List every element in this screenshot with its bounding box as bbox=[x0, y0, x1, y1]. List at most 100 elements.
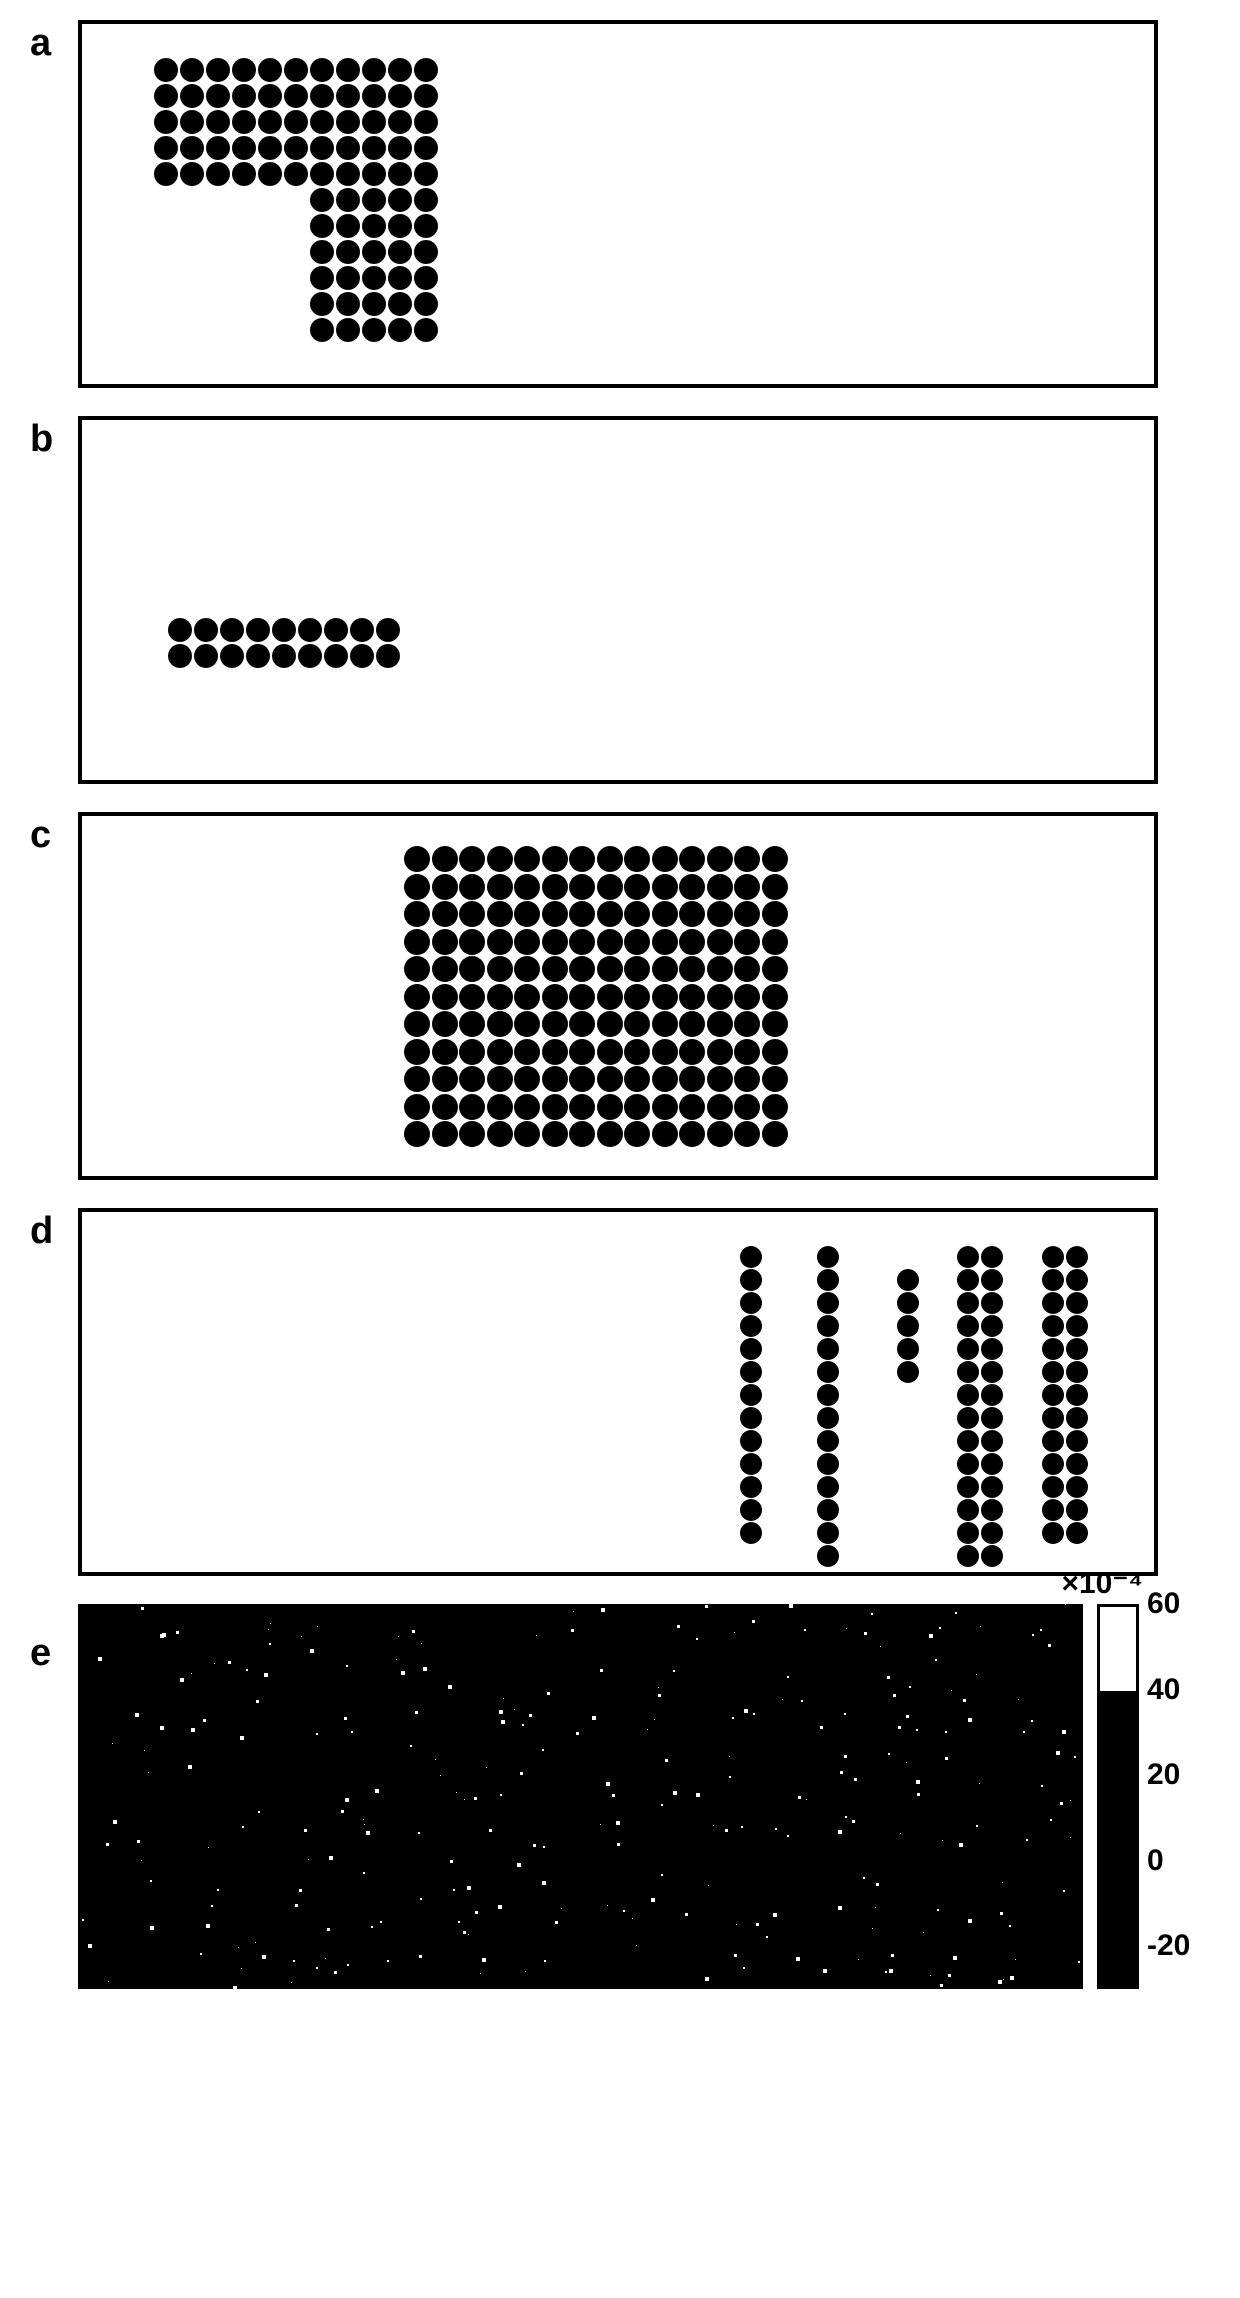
dot bbox=[414, 136, 438, 160]
dot bbox=[180, 136, 204, 160]
dot bbox=[514, 984, 540, 1010]
dot bbox=[897, 1361, 919, 1383]
heatmap-speck bbox=[453, 1889, 455, 1891]
heatmap-speck bbox=[900, 1833, 901, 1834]
dot bbox=[1066, 1361, 1088, 1383]
dot bbox=[206, 84, 230, 108]
dot bbox=[652, 901, 678, 927]
dot bbox=[194, 618, 218, 642]
dot bbox=[957, 1384, 979, 1406]
dot bbox=[362, 58, 386, 82]
dot bbox=[232, 58, 256, 82]
heatmap-speck bbox=[371, 1926, 373, 1928]
heatmap-speck bbox=[203, 1719, 206, 1722]
colorbar-tick: -20 bbox=[1147, 1931, 1190, 1961]
dot bbox=[734, 1094, 760, 1120]
heatmap-speck bbox=[525, 1971, 526, 1972]
heatmap-speck bbox=[500, 1794, 502, 1796]
heatmap-speck bbox=[725, 1829, 728, 1832]
dot bbox=[310, 188, 334, 212]
dot bbox=[362, 266, 386, 290]
dot bbox=[414, 318, 438, 342]
dot bbox=[679, 984, 705, 1010]
heatmap-speck bbox=[673, 1791, 677, 1795]
heatmap-speck bbox=[753, 1713, 755, 1715]
heatmap-speck bbox=[401, 1671, 405, 1675]
dot bbox=[180, 84, 204, 108]
heatmap-speck bbox=[923, 1932, 924, 1933]
heatmap-speck bbox=[180, 1678, 184, 1682]
heatmap-speck bbox=[458, 1921, 460, 1923]
heatmap-speck bbox=[736, 1924, 737, 1925]
dot bbox=[487, 1066, 513, 1092]
dot bbox=[206, 110, 230, 134]
dot bbox=[624, 1121, 650, 1147]
dot bbox=[542, 901, 568, 927]
heatmap-speck bbox=[916, 1729, 918, 1731]
dot bbox=[310, 318, 334, 342]
heatmap-speck bbox=[647, 1729, 648, 1730]
dot bbox=[336, 266, 360, 290]
dot bbox=[817, 1499, 839, 1521]
dot bbox=[432, 901, 458, 927]
heatmap-speck bbox=[654, 1719, 655, 1720]
heatmap-speck bbox=[112, 1743, 113, 1744]
dot bbox=[1042, 1338, 1064, 1360]
heatmap-speck bbox=[208, 1847, 209, 1848]
heatmap-speck bbox=[547, 1692, 550, 1695]
panel-c-row: c bbox=[30, 812, 1210, 1180]
dot bbox=[310, 266, 334, 290]
heatmap-speck bbox=[741, 1826, 743, 1828]
dot bbox=[679, 846, 705, 872]
dot bbox=[362, 110, 386, 134]
dot bbox=[220, 644, 244, 668]
dot bbox=[762, 1066, 788, 1092]
heatmap-speck bbox=[514, 1709, 515, 1710]
heatmap-speck bbox=[929, 1634, 933, 1638]
heatmap-speck bbox=[347, 1964, 349, 1966]
heatmap-speck bbox=[380, 1921, 382, 1923]
heatmap-speck bbox=[880, 1646, 881, 1647]
dot bbox=[1066, 1315, 1088, 1337]
heatmap-speck bbox=[113, 1820, 117, 1824]
dot bbox=[1066, 1338, 1088, 1360]
heatmap-speck bbox=[917, 1793, 920, 1796]
dot bbox=[487, 874, 513, 900]
dot bbox=[817, 1246, 839, 1268]
dot bbox=[487, 1121, 513, 1147]
dot bbox=[336, 292, 360, 316]
heatmap-speck bbox=[854, 1778, 857, 1781]
dot bbox=[734, 956, 760, 982]
dot bbox=[734, 929, 760, 955]
panel-c-label: c bbox=[30, 812, 78, 854]
heatmap-speck bbox=[334, 1971, 337, 1974]
dot bbox=[154, 110, 178, 134]
dot bbox=[981, 1246, 1003, 1268]
dot bbox=[597, 984, 623, 1010]
heatmap-speck bbox=[217, 1889, 219, 1891]
dot bbox=[707, 901, 733, 927]
dot bbox=[362, 292, 386, 316]
colorbar-tick: 20 bbox=[1147, 1760, 1180, 1790]
dot bbox=[414, 240, 438, 264]
heatmap-speck bbox=[366, 1831, 370, 1835]
dot bbox=[220, 618, 244, 642]
dot bbox=[414, 84, 438, 108]
heatmap-speck bbox=[456, 1792, 457, 1793]
heatmap-speck bbox=[264, 1673, 268, 1677]
heatmap-speck bbox=[953, 1956, 957, 1960]
dot bbox=[284, 110, 308, 134]
heatmap-speck bbox=[176, 1631, 179, 1634]
dot bbox=[597, 1066, 623, 1092]
dot bbox=[542, 929, 568, 955]
heatmap-speck bbox=[211, 1905, 213, 1907]
dot bbox=[1042, 1361, 1064, 1383]
heatmap-speck bbox=[858, 1959, 859, 1960]
dot bbox=[432, 956, 458, 982]
dot bbox=[1066, 1407, 1088, 1429]
dot bbox=[487, 1094, 513, 1120]
heatmap-speck bbox=[732, 1717, 734, 1719]
dot bbox=[542, 846, 568, 872]
dot bbox=[707, 1039, 733, 1065]
heatmap-speck bbox=[310, 1649, 314, 1653]
